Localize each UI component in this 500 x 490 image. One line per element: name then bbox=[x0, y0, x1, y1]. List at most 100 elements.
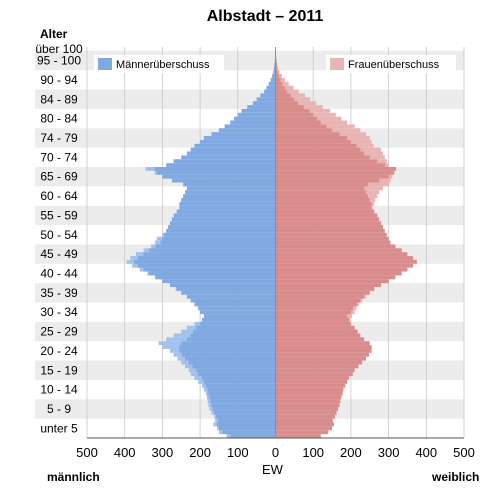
female-bar bbox=[275, 430, 329, 435]
male-bar bbox=[198, 306, 276, 311]
male-bar bbox=[185, 190, 276, 195]
male-base-bar bbox=[196, 368, 276, 373]
female-bar bbox=[275, 345, 372, 349]
x-tick-label: 0 bbox=[272, 445, 279, 460]
female-base-bar bbox=[275, 147, 361, 152]
male-base-bar bbox=[155, 275, 276, 280]
male-bar bbox=[268, 81, 276, 86]
male-bar bbox=[200, 139, 276, 144]
female-bar bbox=[275, 410, 337, 415]
female-bar bbox=[275, 221, 382, 226]
female-bar bbox=[275, 364, 359, 369]
male-base-bar bbox=[188, 360, 276, 365]
male-base-bar bbox=[149, 271, 276, 276]
male-bar bbox=[230, 120, 276, 125]
female-bar bbox=[275, 167, 397, 171]
male-base-bar bbox=[182, 352, 276, 357]
female-bar bbox=[275, 213, 378, 218]
female-base-bar bbox=[275, 197, 370, 202]
male-base-bar bbox=[154, 167, 276, 171]
x-tick-label: 100 bbox=[227, 445, 249, 460]
male-base-bar bbox=[143, 267, 276, 272]
y-tick-label: 25 - 29 bbox=[40, 325, 78, 339]
male-bar bbox=[169, 283, 276, 288]
female-bar bbox=[275, 434, 321, 438]
x-tick-label: 300 bbox=[378, 445, 400, 460]
female-bar bbox=[275, 341, 370, 346]
female-bar bbox=[275, 403, 340, 408]
female-base-bar bbox=[275, 120, 321, 125]
male-base-bar bbox=[162, 236, 276, 241]
female-base-bar bbox=[275, 182, 368, 187]
male-base-bar bbox=[179, 345, 276, 349]
female-bar bbox=[275, 407, 339, 411]
male-base-bar bbox=[214, 410, 276, 415]
male-bar bbox=[190, 147, 276, 152]
x-tick-label: 200 bbox=[189, 445, 211, 460]
male-bar bbox=[247, 105, 276, 109]
male-bar bbox=[173, 159, 276, 164]
male-base-bar bbox=[155, 244, 276, 249]
male-bar bbox=[166, 228, 276, 233]
x-axis-title: EW bbox=[262, 462, 283, 477]
female-base-bar bbox=[275, 136, 348, 140]
female-bar bbox=[275, 89, 299, 94]
male-side-label: männlich bbox=[47, 470, 100, 484]
male-bar bbox=[166, 163, 276, 168]
y-tick-label: 90 - 94 bbox=[40, 73, 78, 87]
male-bar bbox=[218, 128, 276, 133]
female-base-bar bbox=[275, 143, 357, 148]
male-bar bbox=[194, 143, 276, 148]
male-bar bbox=[186, 151, 276, 156]
female-bar bbox=[275, 236, 389, 241]
female-base-bar bbox=[275, 124, 327, 129]
female-bar bbox=[275, 348, 372, 353]
y-tick-label: 5 - 9 bbox=[47, 402, 71, 416]
y-tick-label: 65 - 69 bbox=[40, 170, 78, 184]
female-bar bbox=[275, 267, 408, 272]
female-base-bar bbox=[275, 116, 317, 121]
male-base-bar bbox=[215, 414, 276, 419]
x-tick-label: 500 bbox=[76, 445, 98, 460]
y-tick-label: unter 5 bbox=[40, 421, 78, 435]
female-bar bbox=[275, 399, 341, 404]
male-bar bbox=[173, 213, 276, 218]
male-bar bbox=[273, 66, 276, 71]
male-base-bar bbox=[209, 395, 276, 400]
male-bar bbox=[266, 85, 276, 90]
female-base-bar bbox=[275, 97, 295, 102]
female-bar bbox=[275, 252, 408, 257]
male-bar bbox=[181, 290, 276, 295]
y-tick-label: 15 - 19 bbox=[40, 363, 78, 377]
y-tick-label: 30 - 34 bbox=[40, 305, 78, 319]
male-base-bar bbox=[212, 407, 276, 411]
male-base-bar bbox=[192, 364, 276, 369]
female-base-bar bbox=[275, 205, 372, 210]
male-base-bar bbox=[207, 387, 276, 392]
male-base-bar bbox=[137, 263, 276, 268]
male-bar bbox=[183, 194, 276, 198]
y-tick-label: 84 - 89 bbox=[40, 92, 78, 106]
female-base-bar bbox=[275, 101, 299, 106]
male-base-bar bbox=[201, 376, 276, 380]
x-tick-label: 400 bbox=[415, 445, 437, 460]
male-base-bar bbox=[200, 321, 276, 326]
male-bar bbox=[169, 221, 276, 226]
female-base-bar bbox=[275, 194, 368, 198]
male-bar bbox=[171, 217, 276, 222]
female-bar bbox=[275, 240, 391, 245]
female-bar bbox=[275, 244, 396, 249]
male-bar bbox=[237, 112, 276, 117]
female-bar bbox=[275, 225, 383, 229]
female-base-bar bbox=[275, 298, 361, 303]
female-base-bar bbox=[275, 186, 365, 191]
female-base-bar bbox=[275, 159, 378, 164]
male-base-bar bbox=[211, 403, 276, 408]
female-base-bar bbox=[275, 66, 278, 71]
male-bar bbox=[264, 89, 276, 94]
male-bar bbox=[241, 108, 276, 113]
male-base-bar bbox=[181, 341, 276, 346]
female-base-bar bbox=[275, 89, 287, 94]
female-bar bbox=[275, 259, 417, 264]
